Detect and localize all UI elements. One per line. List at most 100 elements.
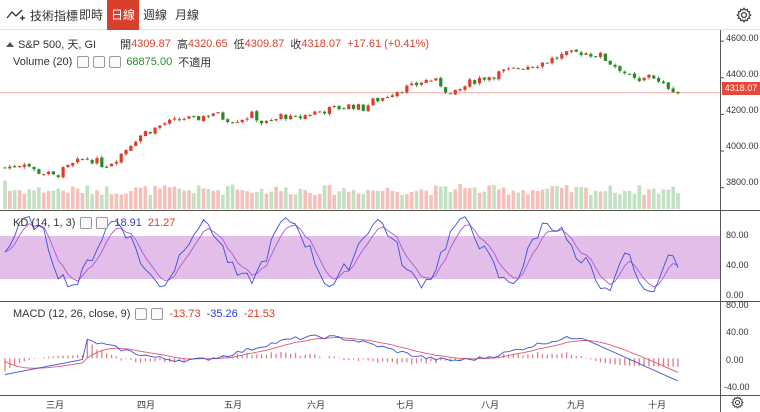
tab-realtime[interactable]: 即時 xyxy=(78,8,103,22)
candle-body xyxy=(569,50,574,52)
macd-value: -35.26 xyxy=(206,308,238,320)
volume-bar xyxy=(12,190,17,209)
close-icon[interactable] xyxy=(109,56,122,68)
macd-axis-label: 0.00 xyxy=(726,355,744,365)
volume-bar xyxy=(443,186,448,209)
candle-body xyxy=(395,92,399,97)
candle-body xyxy=(526,66,530,70)
candle-body xyxy=(555,57,559,59)
candle-body xyxy=(666,82,670,89)
candle-body xyxy=(429,80,433,82)
settings-icon[interactable] xyxy=(731,396,744,409)
settings-icon[interactable] xyxy=(93,56,106,68)
candle-body xyxy=(100,157,104,168)
volume-bar xyxy=(400,194,404,209)
tab-monthly[interactable]: 月線 xyxy=(174,8,199,22)
toolbar: 技術指標 即時 日線 週線 月線 xyxy=(0,0,760,30)
indicators-button[interactable]: 技術指標 xyxy=(6,6,78,24)
settings-icon[interactable] xyxy=(80,217,93,229)
volume-bar xyxy=(245,191,249,209)
volume-bar xyxy=(569,192,574,209)
month-label: 六月 xyxy=(306,400,326,410)
volume-bar xyxy=(434,185,438,209)
candle-body xyxy=(3,167,7,169)
candle-body xyxy=(613,64,617,67)
volume-bar xyxy=(438,186,443,209)
volume-bar xyxy=(598,191,603,209)
volume-bar xyxy=(230,184,235,209)
candle-body xyxy=(318,111,322,113)
volume-bar xyxy=(322,185,327,209)
gear-icon[interactable] xyxy=(736,7,752,23)
volume-bar xyxy=(264,193,269,209)
candle-body xyxy=(308,114,312,116)
symbol-label: S&P 500, 天, GI xyxy=(18,39,97,51)
volume-bar xyxy=(574,187,579,209)
candle-body xyxy=(216,112,220,114)
price-legend: S&P 500, 天, GI 開 4309.87 高 4320.65 低 4309.8… xyxy=(6,36,429,52)
volume-bar xyxy=(327,185,332,209)
volume-bar xyxy=(477,192,482,209)
candle-body xyxy=(109,163,114,167)
volume-bar xyxy=(458,184,462,209)
tab-weekly[interactable]: 週線 xyxy=(142,8,167,22)
volume-bar xyxy=(206,189,211,209)
close-value: 4318.07 xyxy=(301,38,342,50)
candle-body xyxy=(46,171,51,174)
kd-k-value: 18.91 xyxy=(114,217,142,229)
volume-bar xyxy=(656,193,661,209)
volume-bar xyxy=(148,194,153,209)
candle-body xyxy=(71,163,75,166)
month-label: 五月 xyxy=(223,400,243,410)
volume-bar xyxy=(376,190,380,209)
volume-bar xyxy=(492,185,496,209)
volume-bar xyxy=(41,192,46,209)
close-icon[interactable] xyxy=(96,217,109,229)
volume-bar xyxy=(618,194,622,209)
volume-bar xyxy=(521,190,525,209)
volume-bar xyxy=(66,192,70,209)
volume-bar xyxy=(211,190,215,209)
volume-bar xyxy=(351,189,356,209)
close-label: 收 xyxy=(290,39,302,51)
volume-bar xyxy=(666,189,671,209)
chevron-down-icon[interactable] xyxy=(77,56,90,68)
volume-bar xyxy=(579,186,583,209)
volume-bar xyxy=(284,187,288,209)
volume-bar xyxy=(177,188,182,209)
volume-bar xyxy=(17,190,22,209)
volume-bar xyxy=(240,190,245,209)
candle-body xyxy=(313,111,317,115)
close-icon[interactable] xyxy=(151,308,164,320)
candle-body xyxy=(22,164,26,167)
volume-bar xyxy=(114,193,119,209)
volume-bar xyxy=(85,185,90,209)
candle-body xyxy=(652,75,656,79)
volume-bar xyxy=(395,191,399,209)
tab-daily[interactable]: 日線 xyxy=(107,0,139,30)
candle-body xyxy=(148,131,152,134)
volume-bar xyxy=(346,191,351,209)
candle-body xyxy=(657,77,661,82)
volume-bar xyxy=(182,190,186,209)
candle-body xyxy=(482,77,486,80)
volume-label: Volume (20) xyxy=(13,56,73,68)
volume-bar xyxy=(535,190,540,209)
kd-axis-label: 0.00 xyxy=(726,290,744,300)
candle-body xyxy=(453,89,457,95)
settings-icon[interactable] xyxy=(135,308,148,320)
volume-bar xyxy=(501,187,506,209)
candle-body xyxy=(255,111,259,121)
volume-bar xyxy=(75,188,80,209)
month-label: 七月 xyxy=(395,400,415,410)
kd-lines xyxy=(4,216,679,293)
volume-bar xyxy=(119,194,124,209)
candle-body xyxy=(506,68,511,70)
candle-body xyxy=(17,165,22,168)
candle-body xyxy=(158,125,162,128)
collapse-icon[interactable] xyxy=(6,41,14,47)
candle-body xyxy=(138,135,143,142)
volume-bar xyxy=(545,188,550,209)
candle-body xyxy=(13,166,17,168)
